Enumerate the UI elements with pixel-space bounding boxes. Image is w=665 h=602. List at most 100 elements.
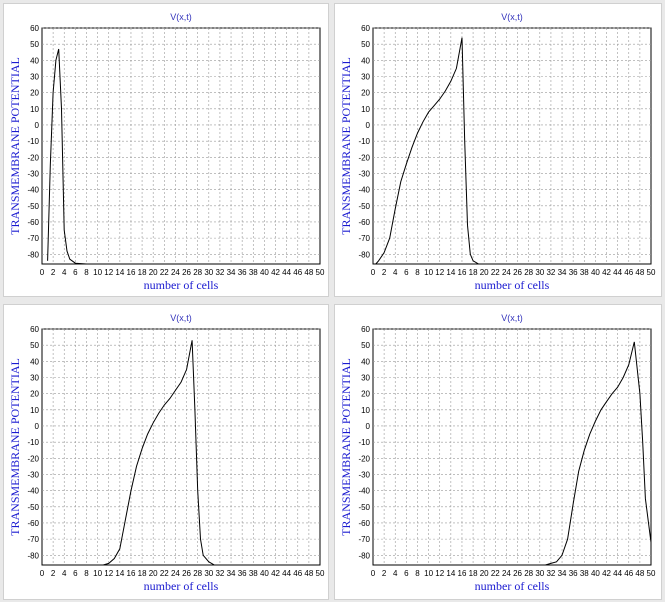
x-tick-label: 24 <box>502 268 511 277</box>
y-tick-label: 60 <box>30 24 39 33</box>
x-tick-label: 46 <box>293 268 302 277</box>
y-tick-label: 10 <box>30 406 39 415</box>
x-axis-label: number of cells <box>144 579 219 593</box>
x-tick-label: 30 <box>204 268 213 277</box>
y-tick-label: -70 <box>27 535 39 544</box>
y-tick-label: 50 <box>30 341 39 350</box>
y-tick-label: -70 <box>27 234 39 243</box>
x-tick-label: 10 <box>93 268 102 277</box>
x-tick-label: 4 <box>393 569 398 578</box>
x-tick-label: 50 <box>647 268 656 277</box>
y-tick-label: 60 <box>361 24 370 33</box>
x-tick-label: 16 <box>458 268 467 277</box>
x-tick-label: 20 <box>480 569 489 578</box>
x-tick-label: 46 <box>624 569 633 578</box>
x-tick-label: 48 <box>304 268 313 277</box>
x-tick-label: 10 <box>93 569 102 578</box>
x-tick-label: 8 <box>84 569 89 578</box>
x-tick-label: 4 <box>393 268 398 277</box>
x-tick-label: 44 <box>613 569 622 578</box>
x-tick-label: 46 <box>293 569 302 578</box>
x-tick-label: 14 <box>115 268 124 277</box>
y-tick-label: -60 <box>27 218 39 227</box>
y-tick-label: 20 <box>361 89 370 98</box>
y-axis-label: TRANSMEMBRANE POTENTIAL <box>8 358 22 536</box>
y-tick-label: 50 <box>361 341 370 350</box>
y-tick-label: -10 <box>27 137 39 146</box>
x-tick-label: 4 <box>62 569 67 578</box>
y-tick-label: -40 <box>358 487 370 496</box>
y-tick-label: 60 <box>361 325 370 334</box>
x-tick-label: 32 <box>546 569 555 578</box>
chart-title: V(x,t) <box>170 12 192 22</box>
chart-panel-3: 0 2 4 6 8 10 12 14 16 18 20 22 24 26 28 30 32 34 36 38 40 42 4… <box>3 304 329 600</box>
y-tick-label: 40 <box>361 357 370 366</box>
x-tick-label: 12 <box>435 268 444 277</box>
x-tick-label: 44 <box>282 268 291 277</box>
chart-svg: 0 2 4 6 8 10 12 14 16 18 20 22 24 26 28 30 32 34 36 38 40 42 4… <box>339 313 656 593</box>
y-tick-label: -40 <box>358 186 370 195</box>
plot-area <box>41 328 321 566</box>
y-tick-label: 50 <box>30 40 39 49</box>
x-tick-label: 0 <box>40 569 45 578</box>
series-line <box>375 37 651 265</box>
x-tick-label: 50 <box>316 268 325 277</box>
y-tick-label: -50 <box>27 202 39 211</box>
y-tick-label: -80 <box>27 551 39 560</box>
y-tick-label: 40 <box>30 56 39 65</box>
y-tick-label: -40 <box>27 186 39 195</box>
x-tick-label: 42 <box>602 268 611 277</box>
x-tick-label: 34 <box>227 569 236 578</box>
x-tick-label: 26 <box>513 268 522 277</box>
y-tick-label: -60 <box>358 519 370 528</box>
x-tick-label: 18 <box>138 268 147 277</box>
x-tick-label: 12 <box>104 268 113 277</box>
x-tick-label: 44 <box>613 268 622 277</box>
x-tick-label: 2 <box>51 268 56 277</box>
x-tick-label: 28 <box>193 268 202 277</box>
y-tick-label: 40 <box>30 357 39 366</box>
x-tick-label: 28 <box>193 569 202 578</box>
x-tick-label: 18 <box>138 569 147 578</box>
y-tick-label: 20 <box>30 390 39 399</box>
x-tick-label: 38 <box>580 569 589 578</box>
y-tick-label: -80 <box>27 250 39 259</box>
x-tick-label: 18 <box>469 569 478 578</box>
series-line <box>47 340 320 566</box>
x-tick-label: 22 <box>160 268 169 277</box>
x-tick-label: 6 <box>404 268 409 277</box>
y-tick-label: -50 <box>27 503 39 512</box>
x-tick-label: 0 <box>40 268 45 277</box>
x-tick-label: 12 <box>104 569 113 578</box>
y-tick-label: -60 <box>27 519 39 528</box>
x-tick-label: 20 <box>149 569 158 578</box>
x-tick-label: 26 <box>182 569 191 578</box>
y-tick-label: 0 <box>35 121 40 130</box>
y-tick-label: 30 <box>30 72 39 81</box>
y-tick-label: 50 <box>361 40 370 49</box>
x-tick-label: 6 <box>73 569 78 578</box>
y-tick-label: 30 <box>361 72 370 81</box>
y-tick-label: -20 <box>358 153 370 162</box>
y-tick-label: 0 <box>366 422 371 431</box>
x-tick-label: 40 <box>260 569 269 578</box>
chart-svg: 0 2 4 6 8 10 12 14 16 18 20 22 24 26 28 30 32 34 36 38 40 42 4… <box>8 313 325 593</box>
y-tick-label: -30 <box>358 169 370 178</box>
chart-title: V(x,t) <box>501 313 523 323</box>
x-tick-label: 12 <box>435 569 444 578</box>
x-tick-label: 26 <box>513 569 522 578</box>
x-tick-label: 38 <box>249 569 258 578</box>
x-tick-label: 10 <box>424 569 433 578</box>
series-line <box>47 48 320 265</box>
x-tick-label: 38 <box>249 268 258 277</box>
y-tick-label: -10 <box>27 438 39 447</box>
x-tick-label: 2 <box>382 268 387 277</box>
y-tick-label: 0 <box>35 422 40 431</box>
x-tick-label: 16 <box>127 268 136 277</box>
y-tick-label: 0 <box>366 121 371 130</box>
x-axis-label: number of cells <box>144 278 219 292</box>
x-tick-label: 34 <box>558 268 567 277</box>
plot-area <box>372 328 652 566</box>
y-tick-label: -20 <box>27 454 39 463</box>
y-tick-label: -30 <box>27 169 39 178</box>
